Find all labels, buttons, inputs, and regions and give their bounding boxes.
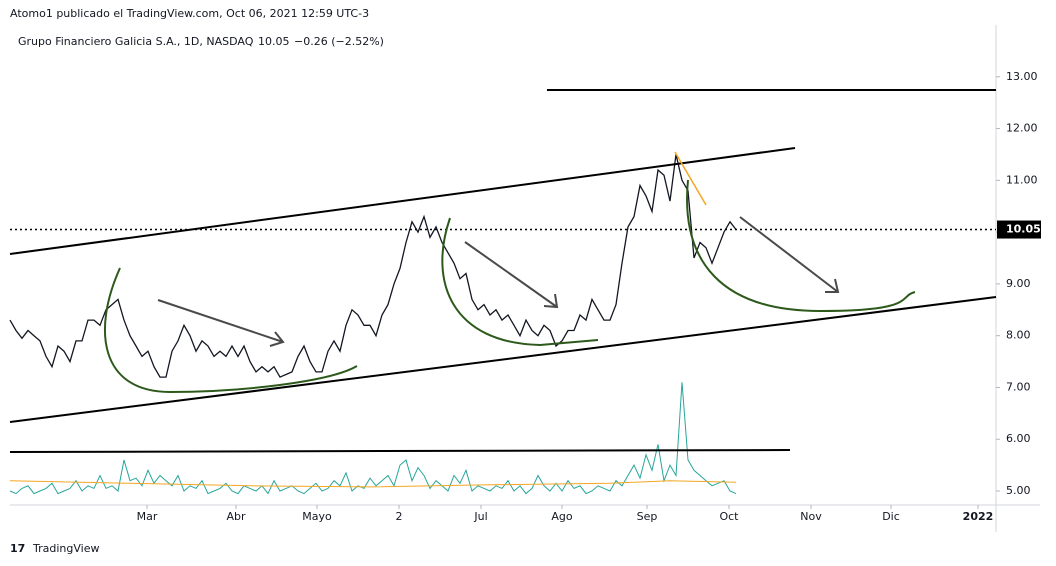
y-tick-label: 9.00: [1006, 277, 1031, 290]
arrows: [157, 216, 840, 347]
brand-name: TradingView: [32, 542, 99, 555]
symbol-name: Grupo Financiero Galicia S.A., 1D, NASDA…: [18, 35, 254, 48]
cup-arc: [103, 267, 358, 394]
brand-logo: 𝟭𝟳: [10, 542, 25, 555]
x-tick-label: Mayo: [302, 510, 332, 523]
plot: 5.006.007.008.009.0010.0011.0012.0013.00…: [9, 70, 1041, 523]
trend-stub: [674, 151, 707, 206]
series-line: [9, 154, 737, 378]
published-line: Atomo1 publicado el TradingView.com, Oct…: [10, 7, 369, 20]
x-tick-label: 2022: [963, 510, 994, 523]
y-tick-label: 8.00: [1006, 329, 1031, 342]
y-tick-label: 12.00: [1006, 122, 1038, 135]
y-tick-label: 11.00: [1006, 173, 1038, 186]
cup-arc: [686, 179, 916, 313]
x-tick-label: Ago: [551, 510, 573, 523]
support-line: [9, 449, 791, 453]
x-tick-label: Jul: [473, 510, 487, 523]
x-tick-label: Oct: [719, 510, 739, 523]
arrow: [157, 299, 285, 347]
x-tick-label: Sep: [637, 510, 658, 523]
channel-bottom: [9, 296, 997, 423]
symbol-change: −0.26 (−2.52%): [294, 35, 384, 48]
y-tick-label: 6.00: [1006, 432, 1031, 445]
arrow: [464, 241, 559, 309]
series-line: [9, 480, 737, 488]
series-line: [9, 382, 737, 495]
x-tick-label: Nov: [800, 510, 822, 523]
last-price-label: 10.05: [1006, 223, 1041, 236]
brand: 𝟭𝟳 TradingView: [10, 542, 99, 555]
x-tick-label: Dic: [882, 510, 900, 523]
x-tick-label: Mar: [137, 510, 158, 523]
y-tick-label: 5.00: [1006, 484, 1031, 497]
y-tick-label: 13.00: [1006, 70, 1038, 83]
x-tick-label: 2: [395, 510, 402, 523]
cup-arc: [441, 217, 599, 347]
x-tick-label: Abr: [227, 510, 247, 523]
arrow: [739, 216, 840, 293]
channel-top: [9, 147, 796, 255]
symbol-price: 10.05: [258, 35, 290, 48]
drawings: [9, 89, 997, 453]
last-price-tag: [997, 220, 1041, 239]
y-tick-label: 7.00: [1006, 380, 1031, 393]
